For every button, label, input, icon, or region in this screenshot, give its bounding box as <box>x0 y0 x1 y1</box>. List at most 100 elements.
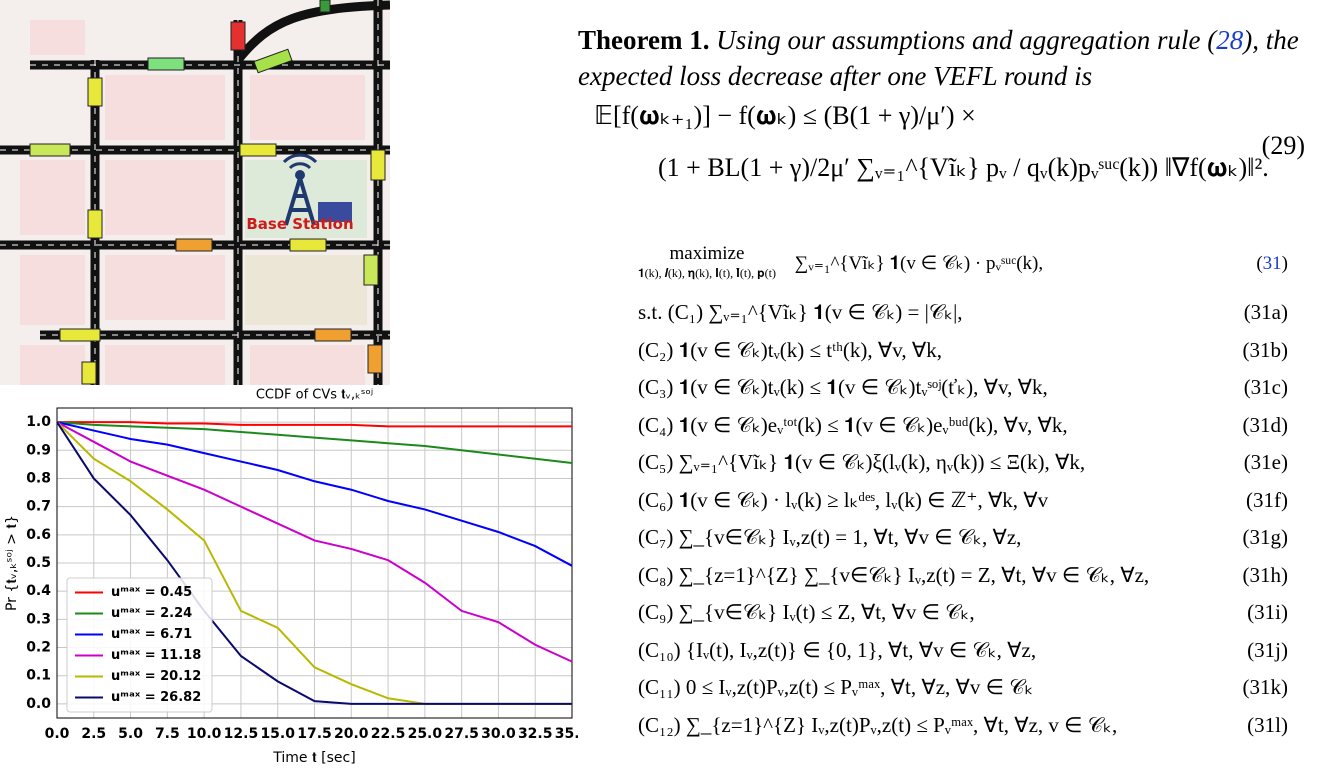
equation-line: 𝔼[f(𝛚ₖ₊₁)] − f(𝛚ₖ) ≤ (B(1 + γ)/μ′) × <box>578 94 1313 138</box>
constraint: (C₇) ∑_{v∈𝒞ₖ} Iᵥ,z(t) = 1, ∀t, ∀v ∈ 𝒞ₖ, … <box>638 525 1022 549</box>
equation-number: (31c) <box>1243 375 1288 399</box>
constraint: (C₃) 𝟏(v ∈ 𝒞ₖ)tᵥ(k) ≤ 𝟏(v ∈ 𝒞ₖ)tᵥˢᵒʲ(ťₖ)… <box>638 375 1048 399</box>
reference-link[interactable]: 31 <box>1262 253 1282 274</box>
constraint: (C₅) ∑ᵥ₌₁^{Vĩₖ} 𝟏(v ∈ 𝒞ₖ)ξ(lᵥ(k), ηᵥ(k))… <box>638 450 1086 474</box>
equation-number: (31d) <box>1242 412 1289 437</box>
theorem-text: ), the expected loss decrease after one … <box>578 25 1299 91</box>
equation-number: (31k) <box>1242 675 1289 699</box>
constraint-row: (C₅) ∑ᵥ₌₁^{Vĩₖ} 𝟏(v ∈ 𝒞ₖ)ξ(lᵥ(k), ηᵥ(k))… <box>638 450 1288 475</box>
series-line <box>56 421 573 567</box>
equation-number: ( <box>1256 253 1263 274</box>
plaza <box>245 255 367 325</box>
x-tick-label: 2.5 <box>81 726 106 742</box>
constraint: (C₁₂) ∑_{z=1}^{Z} Iᵥ,z(t)Pᵥ,z(t) ≤ Pᵥᵐᵃˣ… <box>638 712 1118 737</box>
constraint-row: (C₈) ∑_{z=1}^{Z} ∑_{v∈𝒞ₖ} Iᵥ,z(t) = Z, ∀… <box>638 563 1288 588</box>
y-tick-label: 0.9 <box>26 442 51 458</box>
plot-frame <box>56 407 573 719</box>
equation-number: ) <box>1281 253 1288 274</box>
theorem-text: Using our assumptions and aggregation ru… <box>716 25 1217 55</box>
constraint: (C₉) ∑_{v∈𝒞ₖ} Iᵥ(t) ≤ Z, ∀t, ∀v ∈ 𝒞ₖ, <box>638 600 975 624</box>
x-tick-label: 15.0 <box>260 726 295 742</box>
constraint-row: (C₉) ∑_{v∈𝒞ₖ} Iᵥ(t) ≤ Z, ∀t, ∀v ∈ 𝒞ₖ, (31… <box>638 600 1288 625</box>
x-tick-label: 30.0 <box>481 726 516 742</box>
constraint: (C₄) 𝟏(v ∈ 𝒞ₖ)eᵥᵗᵒᵗ(k) ≤ 𝟏(v ∈ 𝒞ₖ)eᵥᵇᵘᵈ(… <box>638 412 1068 437</box>
x-tick-label: 25.0 <box>408 726 443 742</box>
equation-number: (31f) <box>1246 487 1288 512</box>
equation-number: (31b) <box>1242 337 1289 362</box>
reference-link[interactable]: 28 <box>1216 25 1244 55</box>
optimization-variables: 𝟏(k), 𝒍(k), 𝛈(k), 𝐈(t), 𝐈̌(t), 𝐩(t) <box>638 266 776 280</box>
chart-title: CCDF of CVs 𝐭ᵥ,ₖˢᵒʲ <box>256 388 373 403</box>
legend-label: uᵐᵃˣ = 20.12 <box>111 669 201 684</box>
vehicles <box>29 0 386 385</box>
equation-number: (31j) <box>1247 637 1288 662</box>
y-tick-label: 0.0 <box>26 696 51 712</box>
legend-label: uᵐᵃˣ = 26.82 <box>111 690 201 705</box>
y-tick-label: 0.7 <box>26 499 51 515</box>
equation-number: (31h) <box>1242 562 1289 587</box>
x-tick-label: 32.5 <box>518 726 553 742</box>
constraint-row: (C₂) 𝟏(v ∈ 𝒞ₖ)tᵥ(k) ≤ tᵗʰ(k), ∀v, ∀k, (31… <box>638 338 1288 363</box>
constraint: (C₈) ∑_{z=1}^{Z} ∑_{v∈𝒞ₖ} Iᵥ,z(t) = Z, ∀… <box>638 562 1150 587</box>
y-tick-label: 0.6 <box>26 527 51 543</box>
base-station-icon <box>282 153 352 226</box>
constraint-row: s.t. (C₁) ∑ᵥ₌₁^{Vĩₖ} 𝟏(v ∈ 𝒞ₖ) = |𝒞ₖ|, (3… <box>638 300 1288 325</box>
equation-line: (1 + BL(1 + γ)/2μ′ ∑ᵥ₌₁^{Vĩₖ} pᵥ / qᵥ(k)… <box>578 131 1313 198</box>
y-tick-label: 0.5 <box>26 555 51 571</box>
y-tick-label: 0.4 <box>26 583 51 599</box>
legend-box <box>66 577 213 713</box>
equation-number: (31a) <box>1243 300 1288 324</box>
constraint-row: (C₄) 𝟏(v ∈ 𝒞ₖ)eᵥᵗᵒᵗ(k) ≤ 𝟏(v ∈ 𝒞ₖ)eᵥᵇᵘᵈ(… <box>638 413 1288 438</box>
blocks <box>20 20 365 385</box>
legend-label: uᵐᵃˣ = 2.24 <box>111 606 192 621</box>
y-tick-label: 1.0 <box>26 414 51 430</box>
objective: maximize 𝟏(k), 𝒍(k), 𝛈(k), 𝐈(t), 𝐈̌(t), 𝐩… <box>638 243 1288 282</box>
chart: CCDF of CVs 𝐭ᵥ,ₖˢᵒʲ 0.0 0.1 0.2 0.3 0.4 0.5 0.6… <box>4 388 578 767</box>
x-tick-label: 22.5 <box>371 726 406 742</box>
constraint-row: (C₇) ∑_{v∈𝒞ₖ} Iᵥ,z(t) = 1, ∀t, ∀v ∈ 𝒞ₖ, … <box>638 525 1288 550</box>
equation-number: (31i) <box>1247 600 1288 624</box>
x-tick-label: 17.5 <box>297 726 332 742</box>
equation: (1 + BL(1 + γ)/2μ′ ∑ᵥ₌₁^{Vĩₖ} pᵥ / qᵥ(k)… <box>658 153 1269 182</box>
paper-excerpt: Theorem 1. Using our assumptions and agg… <box>578 0 1313 768</box>
x-tick-label: 35.0 <box>555 726 578 742</box>
y-tick-label: 0.8 <box>26 470 51 486</box>
legend-label: uᵐᵃˣ = 0.45 <box>111 585 192 600</box>
objective-keyword: maximize <box>669 243 745 264</box>
series-line <box>57 421 572 428</box>
constraint: (C₁₁) 0 ≤ Iᵥ,z(t)Pᵥ,z(t) ≤ Pᵥᵐᵃˣ, ∀t, ∀z… <box>638 675 1034 699</box>
map: Base Station <box>0 0 390 385</box>
constraint-row: (C₆) 𝟏(v ∈ 𝒞ₖ) · lᵥ(k) ≥ lₖᵈᵉˢ, lᵥ(k) ∈ … <box>638 488 1288 513</box>
constraint: s.t. (C₁) ∑ᵥ₌₁^{Vĩₖ} 𝟏(v ∈ 𝒞ₖ) = |𝒞ₖ|, <box>638 300 963 324</box>
constraint-row: (C₁₀) {Iᵥ(t), Iᵥ,z(t)} ∈ {0, 1}, ∀t, ∀v … <box>638 638 1288 663</box>
base-station-label: Base Station <box>246 215 353 233</box>
theorem-label: Theorem 1. <box>578 25 710 55</box>
y-tick-label: 0.2 <box>26 640 51 656</box>
x-axis-label: Time 𝐭 [sec] <box>272 750 355 766</box>
x-tick-label: 5.0 <box>118 726 143 742</box>
series-line <box>56 421 572 705</box>
equation-number: (29) <box>1261 131 1305 160</box>
equation-number: (31g) <box>1242 525 1289 549</box>
constraint-row: (C₁₁) 0 ≤ Iᵥ,z(t)Pᵥ,z(t) ≤ Pᵥᵐᵃˣ, ∀t, ∀z… <box>638 675 1288 700</box>
y-tick-label: 0.1 <box>26 668 51 684</box>
x-tick-label: 7.5 <box>155 726 180 742</box>
legend-label: uᵐᵃˣ = 6.71 <box>111 627 192 642</box>
constraint-row: (C₃) 𝟏(v ∈ 𝒞ₖ)tᵥ(k) ≤ 𝟏(v ∈ 𝒞ₖ)tᵥˢᵒʲ(ťₖ)… <box>638 375 1288 400</box>
constraint: (C₂) 𝟏(v ∈ 𝒞ₖ)tᵥ(k) ≤ tᵗʰ(k), ∀v, ∀k, <box>638 337 942 362</box>
series-line <box>56 421 573 663</box>
series-line <box>56 421 573 464</box>
x-tick-label: 12.5 <box>224 726 259 742</box>
equation: 𝔼[f(𝛚ₖ₊₁)] − f(𝛚ₖ) ≤ (B(1 + γ)/μ′) × <box>594 101 976 130</box>
objective-expression: ∑ᵥ₌₁^{Vĩₖ} 𝟏(v ∈ 𝒞ₖ) · pᵥˢᵘᶜ(k), <box>794 253 1044 274</box>
legend-label: uᵐᵃˣ = 11.18 <box>111 648 201 663</box>
constraint-row: (C₁₂) ∑_{z=1}^{Z} Iᵥ,z(t)Pᵥ,z(t) ≤ Pᵥᵐᵃˣ… <box>638 713 1288 738</box>
y-axis-label: Pr {𝐭ᵥ,ₖˢᵒʲ > 𝐭} <box>4 515 20 611</box>
constraint: (C₁₀) {Iᵥ(t), Iᵥ,z(t)} ∈ {0, 1}, ∀t, ∀v … <box>638 637 1037 662</box>
theorem: Theorem 1. Using our assumptions and agg… <box>578 22 1313 94</box>
x-tick-label: 0.0 <box>45 726 70 742</box>
equation-number: (31e) <box>1243 450 1288 474</box>
constraint: (C₆) 𝟏(v ∈ 𝒞ₖ) · lᵥ(k) ≥ lₖᵈᵉˢ, lᵥ(k) ∈ … <box>638 487 1049 512</box>
x-tick-label: 27.5 <box>444 726 479 742</box>
